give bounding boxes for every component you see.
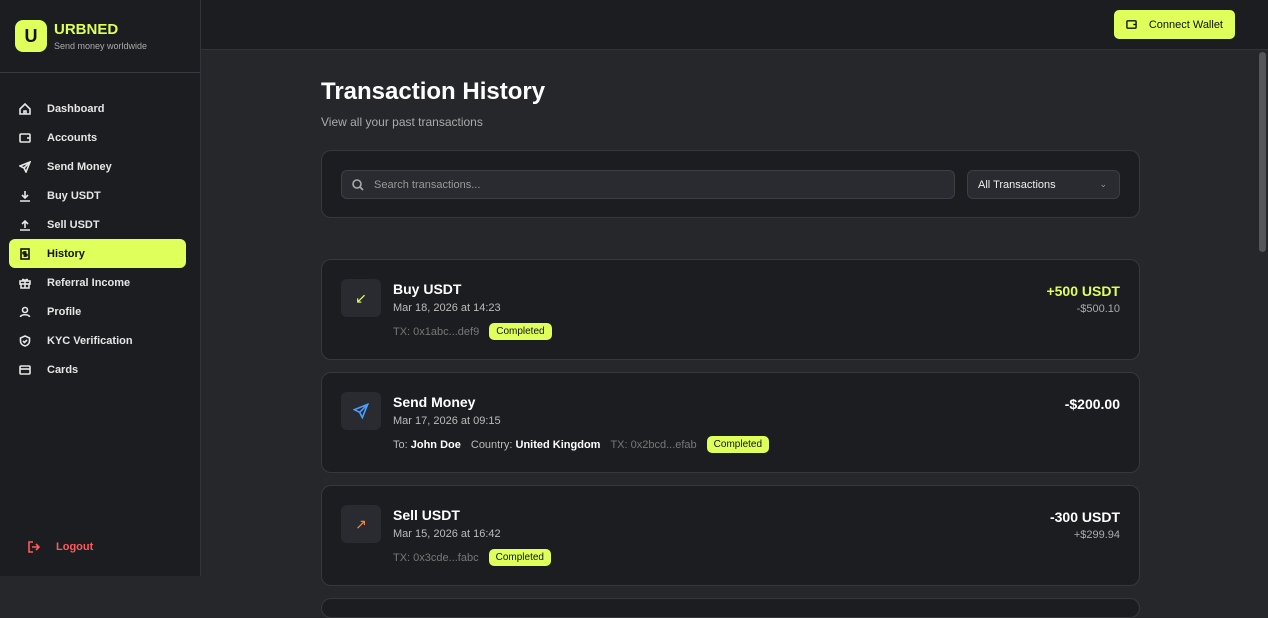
transaction-card[interactable] [321,598,1140,618]
sidebar-item-label: Profile [47,305,82,318]
sidebar-item-kyc-verification[interactable]: KYC Verification [9,326,186,355]
tx-hash: TX: 0x1abc...def9 [393,325,480,338]
sidebar-item-cards[interactable]: Cards [9,355,186,384]
shield-check-icon [19,334,31,347]
receipt-dollar-icon [20,247,30,260]
sidebar-item-history[interactable]: History [9,239,186,268]
sidebar-item-label: Buy USDT [47,189,101,202]
brand-tagline: Send money worldwide [54,41,148,51]
sidebar-item-label: Sell USDT [47,218,100,231]
upload-icon [20,219,30,231]
brand: U URBNED Send money worldwide [0,0,200,73]
sidebar-nav: Dashboard Accounts Send Money Buy USDT Sell … [0,94,200,384]
transaction-list: ↙ Buy USDT Mar 18, 2026 at 14:23 TX: 0x1… [321,259,1140,618]
tx-hash: TX: 0x3cde...fabc [393,551,479,564]
wallet-icon [19,132,31,143]
send-icon [341,392,381,430]
transaction-card[interactable]: Send Money Mar 17, 2026 at 09:15 To: Joh… [321,372,1140,473]
chevron-down-icon: ⌄ [1099,179,1107,189]
country: Country: United Kingdom [470,438,601,451]
status-badge: Completed [706,436,770,453]
gift-icon [19,278,31,289]
logout-button[interactable]: Logout [18,532,93,561]
top-bar: Connect Wallet [201,0,1268,50]
transaction-type-select[interactable]: All Transactions ⌄ [967,170,1120,199]
sidebar-item-label: Referral Income [47,276,131,289]
transaction-amount: -$200.00 [1064,396,1120,412]
sidebar: U URBNED Send money worldwide Dashboard A… [0,0,201,576]
arrow-up-right-icon: ↗ [341,505,381,543]
wallet-icon [1126,20,1137,29]
sidebar-item-label: Cards [47,363,79,376]
page-title: Transaction History [321,78,546,105]
filter-bar: Search transactions... All Transactions … [321,150,1140,218]
status-badge: Completed [489,323,552,340]
transaction-card[interactable]: ↙ Buy USDT Mar 18, 2026 at 14:23 TX: 0x1… [321,259,1140,360]
sidebar-item-label: Accounts [47,131,98,144]
sidebar-item-label: KYC Verification [47,334,133,347]
transaction-title: Send Money [393,394,476,410]
transaction-date: Mar 17, 2026 at 09:15 [393,415,501,427]
home-icon [19,102,31,115]
transaction-date: Mar 15, 2026 at 16:42 [393,528,501,540]
transaction-title: Sell USDT [393,507,460,523]
search-input[interactable]: Search transactions... [341,170,955,199]
connect-wallet-button[interactable]: Connect Wallet [1113,10,1235,39]
transaction-meta: TX: 0x3cde...fabc Completed [393,549,551,566]
recipient: To: John Doe [393,438,461,451]
sidebar-item-profile[interactable]: Profile [9,297,186,326]
sidebar-item-label: Send Money [47,160,112,173]
sidebar-item-label: Dashboard [47,102,105,115]
scrollbar[interactable] [1257,50,1268,576]
transaction-meta: To: John Doe Country: United Kingdom TX: 0… [393,436,770,453]
arrow-down-left-icon: ↙ [341,279,381,317]
page-subtitle: View all your past transactions [321,115,483,129]
transaction-amount: -300 USDT [1049,509,1120,525]
transaction-secondary-amount: -$500.10 [1076,303,1120,315]
transaction-amount: +500 USDT [1046,283,1120,299]
sidebar-item-accounts[interactable]: Accounts [9,123,186,152]
transaction-title: Buy USDT [393,281,462,297]
sidebar-item-sell-usdt[interactable]: Sell USDT [9,210,186,239]
search-icon [352,178,364,191]
main-content: Transaction History View all your past t… [321,50,1140,618]
tx-hash: TX: 0x2bcd...efab [610,438,697,451]
sidebar-item-buy-usdt[interactable]: Buy USDT [9,181,186,210]
logout-icon [28,540,40,553]
transaction-card[interactable]: ↗ Sell USDT Mar 15, 2026 at 16:42 TX: 0x… [321,485,1140,586]
sidebar-item-dashboard[interactable]: Dashboard [9,94,186,123]
transaction-meta: TX: 0x1abc...def9 Completed [393,323,552,340]
sidebar-item-send-money[interactable]: Send Money [9,152,186,181]
scrollbar-thumb[interactable] [1259,52,1266,252]
download-icon [20,190,30,202]
logo: U [15,20,47,52]
brand-name: URBNED [54,21,119,38]
transaction-date: Mar 18, 2026 at 14:23 [393,302,501,314]
sidebar-item-label: History [47,247,85,260]
credit-card-icon [19,364,31,375]
status-badge: Completed [488,549,551,566]
send-icon [19,160,31,173]
sidebar-item-referral-income[interactable]: Referral Income [9,268,186,297]
user-icon [19,306,31,317]
transaction-secondary-amount: +$299.94 [1073,529,1120,541]
